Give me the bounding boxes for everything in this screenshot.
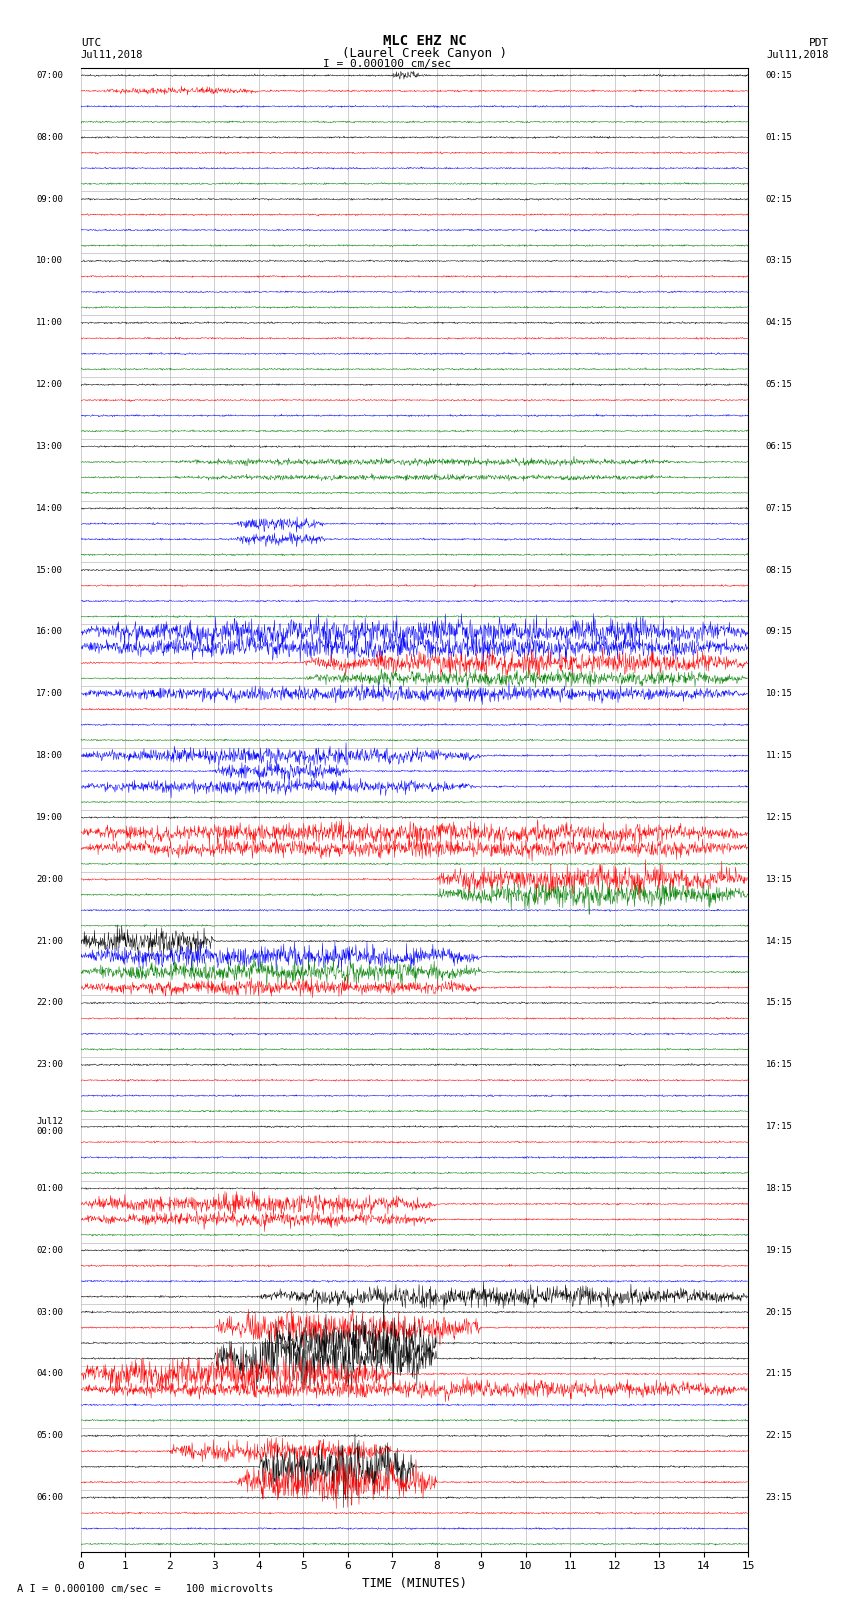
Text: 13:00: 13:00 (36, 442, 63, 452)
Text: 10:00: 10:00 (36, 256, 63, 266)
Text: 13:15: 13:15 (766, 874, 793, 884)
Text: 07:15: 07:15 (766, 503, 793, 513)
Text: (Laurel Creek Canyon ): (Laurel Creek Canyon ) (343, 47, 507, 60)
Text: PDT: PDT (808, 39, 829, 48)
Text: 17:15: 17:15 (766, 1123, 793, 1131)
Text: I = 0.000100 cm/sec: I = 0.000100 cm/sec (323, 60, 450, 69)
Text: 08:15: 08:15 (766, 566, 793, 574)
Text: Jul12
00:00: Jul12 00:00 (36, 1116, 63, 1136)
Text: 15:15: 15:15 (766, 998, 793, 1008)
Text: A I = 0.000100 cm/sec =    100 microvolts: A I = 0.000100 cm/sec = 100 microvolts (17, 1584, 273, 1594)
Text: 05:15: 05:15 (766, 381, 793, 389)
Text: 01:15: 01:15 (766, 132, 793, 142)
Text: 15:00: 15:00 (36, 566, 63, 574)
Text: 11:00: 11:00 (36, 318, 63, 327)
Text: 14:00: 14:00 (36, 503, 63, 513)
Text: Jul11,2018: Jul11,2018 (766, 50, 829, 60)
Text: 00:15: 00:15 (766, 71, 793, 81)
Text: 04:15: 04:15 (766, 318, 793, 327)
Text: 09:00: 09:00 (36, 195, 63, 203)
Text: MLC EHZ NC: MLC EHZ NC (383, 34, 467, 48)
Text: 07:00: 07:00 (36, 71, 63, 81)
Text: 10:15: 10:15 (766, 689, 793, 698)
Text: 14:15: 14:15 (766, 937, 793, 945)
X-axis label: TIME (MINUTES): TIME (MINUTES) (362, 1578, 467, 1590)
Text: 08:00: 08:00 (36, 132, 63, 142)
Text: 12:15: 12:15 (766, 813, 793, 823)
Text: 05:00: 05:00 (36, 1431, 63, 1440)
Text: 21:00: 21:00 (36, 937, 63, 945)
Text: 01:00: 01:00 (36, 1184, 63, 1194)
Text: 16:00: 16:00 (36, 627, 63, 637)
Text: 20:00: 20:00 (36, 874, 63, 884)
Text: UTC: UTC (81, 39, 101, 48)
Text: 02:00: 02:00 (36, 1245, 63, 1255)
Text: 02:15: 02:15 (766, 195, 793, 203)
Text: 21:15: 21:15 (766, 1369, 793, 1379)
Text: 04:00: 04:00 (36, 1369, 63, 1379)
Text: 19:00: 19:00 (36, 813, 63, 823)
Text: 18:15: 18:15 (766, 1184, 793, 1194)
Text: 16:15: 16:15 (766, 1060, 793, 1069)
Text: 19:15: 19:15 (766, 1245, 793, 1255)
Text: 18:00: 18:00 (36, 752, 63, 760)
Text: 06:15: 06:15 (766, 442, 793, 452)
Text: 06:00: 06:00 (36, 1494, 63, 1502)
Text: 20:15: 20:15 (766, 1308, 793, 1316)
Text: 22:00: 22:00 (36, 998, 63, 1008)
Text: 12:00: 12:00 (36, 381, 63, 389)
Text: 23:00: 23:00 (36, 1060, 63, 1069)
Text: Jul11,2018: Jul11,2018 (81, 50, 144, 60)
Text: 17:00: 17:00 (36, 689, 63, 698)
Text: 11:15: 11:15 (766, 752, 793, 760)
Text: 03:00: 03:00 (36, 1308, 63, 1316)
Text: 09:15: 09:15 (766, 627, 793, 637)
Text: 03:15: 03:15 (766, 256, 793, 266)
Text: 23:15: 23:15 (766, 1494, 793, 1502)
Text: 22:15: 22:15 (766, 1431, 793, 1440)
